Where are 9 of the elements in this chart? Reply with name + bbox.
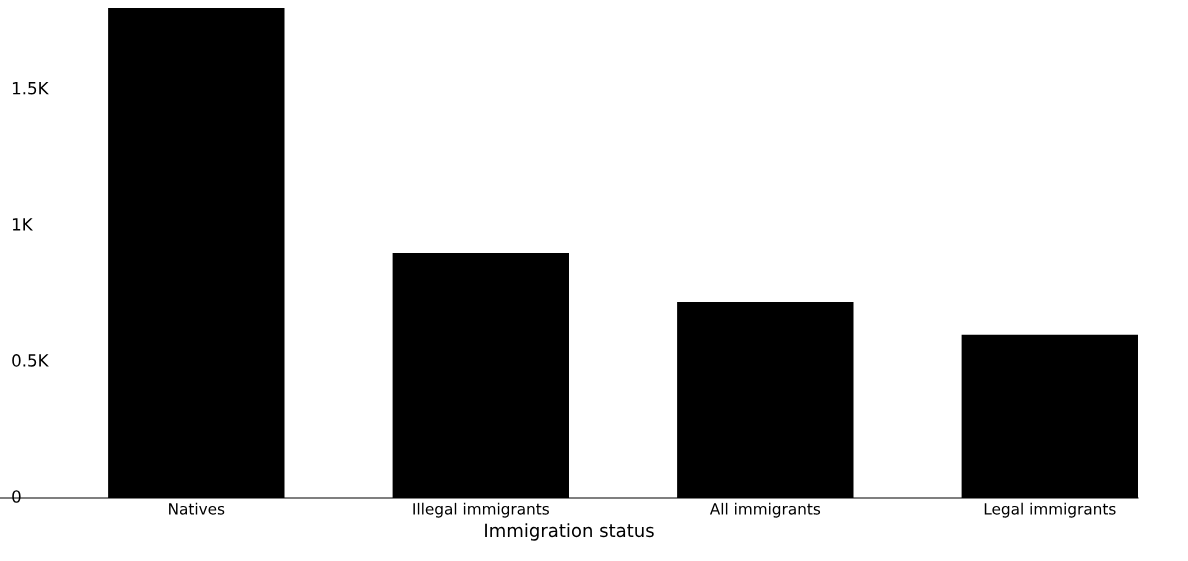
y-tick-label: 0.5K — [12, 354, 49, 367]
x-tick-label: All immigrants — [709, 502, 821, 518]
x-axis-title: Immigration status — [485, 523, 654, 541]
y-tick-label: 1.5K — [12, 82, 49, 95]
x-tick-label: Illegal immigrants — [413, 502, 549, 518]
x-tick-label: Natives — [169, 502, 225, 515]
x-tick-label: Legal immigrants — [984, 502, 1116, 518]
y-tick-label: 0 — [12, 490, 21, 503]
y-tick-label: 1K — [12, 218, 33, 231]
